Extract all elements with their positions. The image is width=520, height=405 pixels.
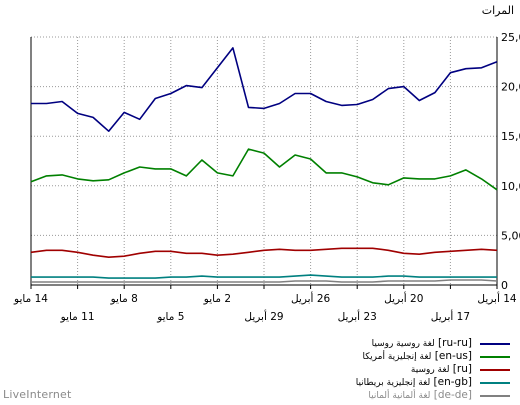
x-tick-label: 26 أبريل xyxy=(291,291,331,305)
y-tick-label: 10,000 xyxy=(501,180,520,193)
legend-code: de-de xyxy=(437,389,468,401)
series-line-de-de xyxy=(31,279,498,283)
x-tick-label: 5 مايو xyxy=(156,311,184,323)
y-tick-label: 20,000 xyxy=(501,81,520,94)
x-tick-label: 29 أبريل xyxy=(244,309,283,323)
watermark: LiveInternet xyxy=(3,388,72,401)
y-tick-label: 5,000 xyxy=(501,229,520,242)
legend-swatch xyxy=(480,369,510,371)
x-tick-label: 14 مايو xyxy=(13,293,48,305)
legend-code: ru-ru xyxy=(442,337,468,349)
x-tick-label: 2 مايو xyxy=(203,293,231,305)
y-tick-label: 0 xyxy=(501,279,508,292)
legend-desc: لغة ألمانية ألمانيا xyxy=(368,391,431,401)
legend-swatch xyxy=(480,343,510,345)
legend-swatch xyxy=(480,395,510,397)
x-tick-label: 11 مايو xyxy=(60,311,95,323)
legend-desc: لغة إنجليزية أمريكا xyxy=(362,352,432,362)
legend: لغة روسية روسيا [ru-ru] لغة إنجليزية أمر… xyxy=(300,337,512,402)
x-tick-label: 17 أبريل xyxy=(431,309,470,323)
legend-item-ru-ru: لغة روسية روسيا [ru-ru] xyxy=(300,337,512,350)
series-line-ru xyxy=(30,247,498,259)
y-tick-label: 15,000 xyxy=(501,130,520,143)
legend-item-de-de: لغة ألمانية ألمانيا [de-de] xyxy=(300,389,512,402)
y-tick-label: 25,000 xyxy=(501,31,520,44)
series-line-en-us xyxy=(30,148,498,191)
legend-desc: لغة روسية روسيا xyxy=(371,339,435,349)
y-axis-label: المرات xyxy=(481,4,514,17)
series-line-en-gb xyxy=(31,274,497,279)
legend-code: en-gb xyxy=(437,376,468,388)
x-tick-label: 14 أبريل xyxy=(477,291,517,305)
x-tick-label: 23 أبريل xyxy=(338,309,377,323)
legend-item-en-us: لغة إنجليزية أمريكا [en-us] xyxy=(300,350,512,363)
legend-item-ru: لغة روسية [ru] xyxy=(300,363,512,376)
legend-desc: لغة روسية xyxy=(410,365,450,375)
legend-swatch xyxy=(480,356,510,358)
legend-desc: لغة إنجليزية بريطانيا xyxy=(355,378,431,388)
series-line-ru-ru xyxy=(31,47,498,132)
legend-code: ru xyxy=(456,363,468,375)
legend-item-en-gb: لغة إنجليزية بريطانيا [en-gb] xyxy=(300,376,512,389)
legend-code: en-us xyxy=(438,350,468,362)
legend-swatch xyxy=(480,382,510,384)
x-tick-label: 20 أبريل xyxy=(384,291,423,305)
x-tick-label: 8 مايو xyxy=(110,293,138,305)
